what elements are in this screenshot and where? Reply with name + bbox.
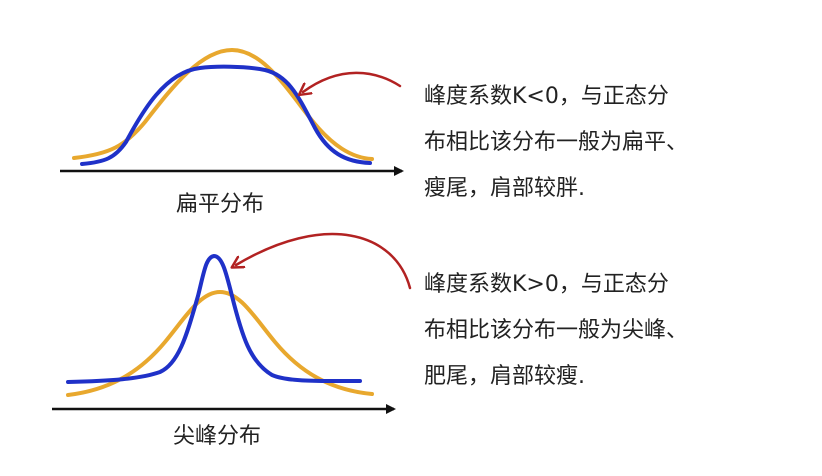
bottom-normal-curve	[66, 289, 374, 397]
description-line: 峰度系数K<0，与正态分	[424, 84, 669, 109]
description-line: 瘦尾，肩部较胖.	[424, 176, 585, 201]
description-line: 布相比该分布一般为尖峰、	[424, 318, 689, 343]
top-caption: 扁平分布	[176, 192, 265, 217]
bottom-caption: 尖峰分布	[173, 424, 262, 449]
description-line: 峰度系数K>0，与正态分	[424, 272, 669, 297]
bottom-panel	[52, 232, 412, 414]
top-flat-curve	[80, 64, 372, 166]
top-description: 峰度系数K<0，与正态分 布相比该分布一般为扁平、 瘦尾，肩部较胖.	[424, 74, 688, 212]
bottom-description: 峰度系数K>0，与正态分 布相比该分布一般为尖峰、 肥尾，肩部较瘦.	[424, 262, 688, 400]
bottom-pointer-arrow	[236, 232, 412, 290]
description-line: 肥尾，肩部较瘦.	[424, 364, 585, 389]
top-panel	[60, 47, 404, 176]
description-line: 布相比该分布一般为扁平、	[424, 130, 689, 155]
top-pointer-arrow	[303, 71, 402, 92]
bottom-peaked-curve	[66, 253, 362, 384]
